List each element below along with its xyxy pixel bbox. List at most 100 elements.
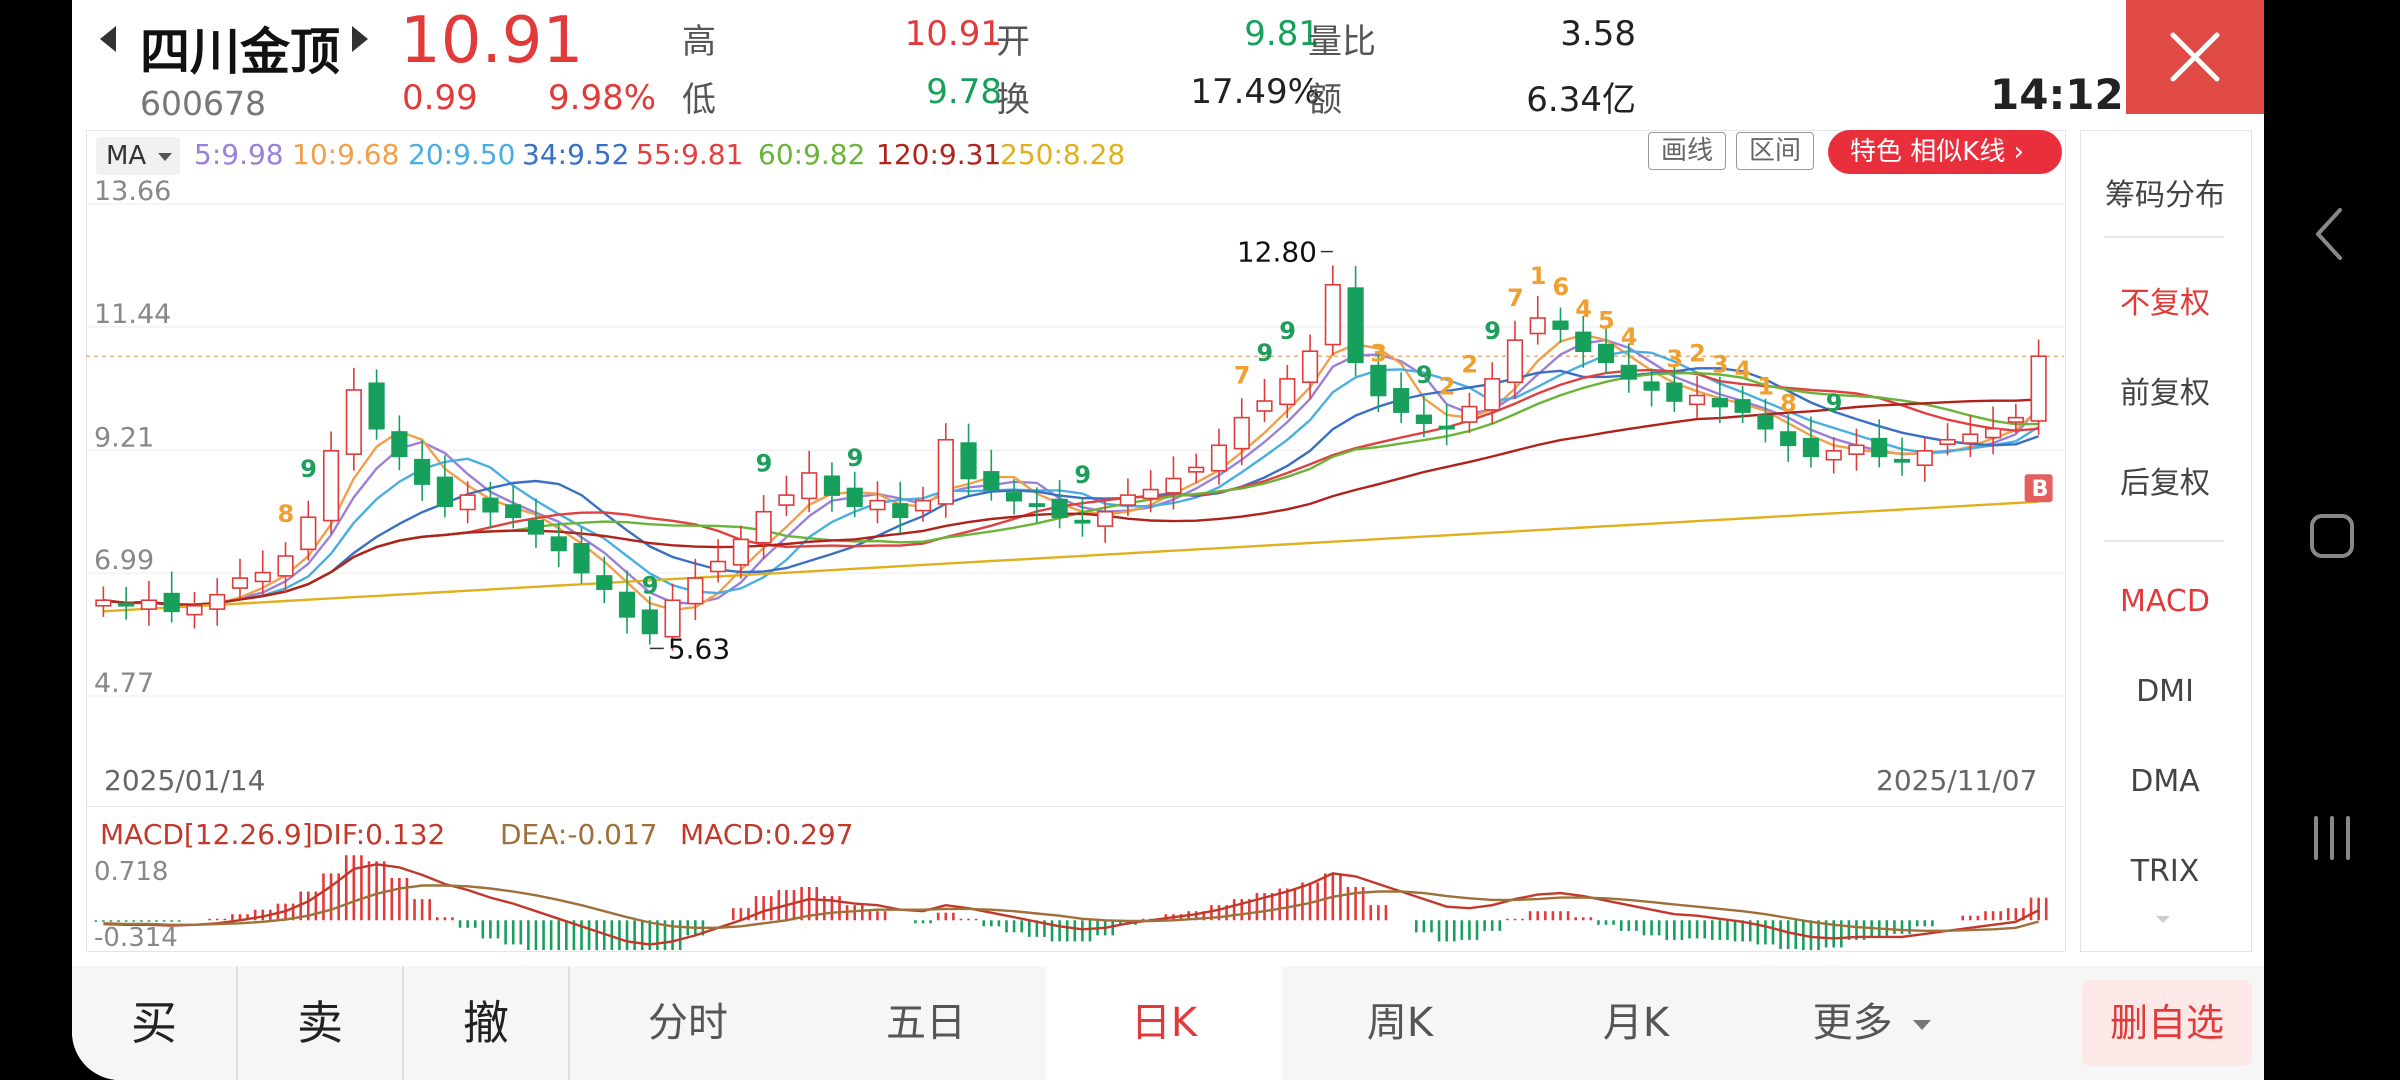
sequence-count-label: 4: [1735, 356, 1752, 384]
turnover-value: 17.49%: [1190, 72, 1320, 112]
cancel-order-button[interactable]: 撤: [463, 996, 509, 1050]
macd-divider: [86, 806, 2064, 807]
stock-chart-app: 四川金顶 600678 10.91 0.99 9.98% 高 10.91 低 9…: [72, 0, 2264, 1080]
sequence-count-label: 3: [1370, 339, 1387, 367]
y-tick-label: 13.66: [94, 176, 171, 207]
indicator-dma[interactable]: DMA: [2130, 764, 2200, 799]
x-label-start: 2025/01/14: [104, 764, 266, 797]
pre-adjust-option[interactable]: 前复权: [2120, 376, 2210, 411]
candle-body: [1165, 477, 1182, 494]
candle-body: [1666, 382, 1683, 402]
side-divider: [2104, 236, 2224, 238]
tab-intraday[interactable]: 分时: [648, 1000, 728, 1046]
candle-body: [1256, 400, 1273, 412]
macd-y-tick: 0.718: [94, 857, 168, 887]
post-adjust-option[interactable]: 后复权: [2120, 466, 2210, 501]
sequence-count-label: 8: [278, 500, 295, 528]
tab-separator: [236, 966, 238, 1080]
similar-kline-button[interactable]: 特色 相似K线 ›: [1828, 130, 2062, 174]
tab-more[interactable]: 更多: [1754, 966, 1990, 1080]
candle-body: [209, 593, 226, 610]
candle-body: [1324, 284, 1341, 346]
macd-y-tick: -0.314: [94, 923, 178, 950]
candle-body: [1279, 378, 1296, 406]
candle-body: [1028, 503, 1045, 507]
sequence-count-label: 2: [1439, 373, 1456, 401]
ma-line: [103, 500, 2039, 613]
close-button[interactable]: [2126, 0, 2264, 114]
sequence-count-label: 1: [1530, 262, 1547, 290]
tab-five-day[interactable]: 五日: [886, 1000, 966, 1046]
candle-body: [641, 609, 658, 635]
low-label: 低: [682, 80, 716, 120]
current-price: 10.91: [400, 4, 584, 78]
sequence-count-label: 9: [756, 450, 773, 478]
candle-body: [1529, 317, 1546, 335]
tab-daily-k[interactable]: 日K: [1046, 966, 1282, 1080]
range-button[interactable]: 区间: [1736, 132, 1814, 170]
candle-body: [1461, 405, 1478, 423]
candle-body: [1825, 450, 1842, 461]
indicator-dmi[interactable]: DMI: [2136, 674, 2194, 709]
system-nav-bar: [2264, 0, 2400, 1080]
candle-body: [1301, 350, 1319, 384]
candle-body: [1689, 394, 1706, 406]
y-tick-label: 11.44: [94, 299, 171, 330]
macd-title[interactable]: MACD[12.26.9]: [100, 818, 313, 851]
candle-body: [254, 571, 271, 583]
home-icon[interactable]: [2308, 512, 2356, 560]
candle-body: [140, 599, 158, 610]
tab-more-label: 更多: [1812, 1000, 1893, 1046]
candle-body: [755, 510, 772, 544]
candle-body: [1984, 427, 2002, 439]
sequence-count-label: 4: [1621, 323, 1638, 351]
candle-body: [1802, 437, 1820, 458]
candle-body: [1370, 364, 1387, 397]
prev-stock-arrow-icon[interactable]: [100, 26, 116, 52]
candle-body: [1119, 494, 1137, 506]
macd-chart[interactable]: 0.718 -0.314: [86, 852, 2064, 950]
candle-body: [1051, 498, 1068, 519]
sequence-count-label: 9: [1257, 339, 1274, 367]
candle-body: [1871, 437, 1888, 458]
remove-from-watchlist-button[interactable]: 删自选: [2082, 980, 2252, 1066]
no-adjust-option[interactable]: 不复权: [2120, 286, 2210, 321]
sequence-count-label: 9: [300, 455, 317, 483]
amount-value: 6.34亿: [1526, 80, 1636, 120]
candle-body: [1620, 364, 1637, 380]
sequence-count-label: 9: [1279, 317, 1296, 345]
volume-ratio-label: 量比: [1308, 22, 1376, 62]
sequence-count-label: 8: [1780, 389, 1797, 417]
chip-distribution-button[interactable]: 筹码分布: [2105, 178, 2225, 213]
ma-line: [103, 333, 2040, 612]
candle-body: [1188, 466, 1205, 473]
next-stock-arrow-icon[interactable]: [352, 26, 368, 52]
macd-dea: DEA:-0.017: [500, 818, 658, 851]
candle-body: [1438, 425, 1455, 430]
draw-line-button[interactable]: 画线: [1648, 132, 1726, 170]
sell-button[interactable]: 卖: [297, 996, 343, 1050]
buy-button[interactable]: 买: [131, 996, 177, 1050]
scroll-down-icon[interactable]: [2156, 916, 2170, 923]
ma-selector[interactable]: MA: [96, 137, 180, 175]
stock-code: 600678: [140, 84, 266, 123]
price-change-pct: 9.98%: [548, 78, 657, 118]
candle-body: [1097, 510, 1114, 527]
dropdown-icon: [1913, 1020, 1932, 1030]
chart-frame: [86, 130, 2066, 952]
sequence-count-label: 1: [1757, 373, 1774, 401]
recent-apps-icon[interactable]: [2308, 814, 2356, 862]
back-icon[interactable]: [2312, 206, 2346, 262]
tab-weekly-k[interactable]: 周K: [1366, 1000, 1434, 1046]
candle-body: [823, 475, 841, 496]
tab-monthly-k[interactable]: 月K: [1602, 1000, 1670, 1046]
indicator-macd[interactable]: MACD: [2120, 584, 2210, 619]
candle-body: [95, 599, 112, 607]
candle-body: [118, 602, 135, 607]
candle-body: [596, 575, 613, 590]
candle-body: [914, 499, 932, 512]
candle-body: [664, 599, 681, 638]
indicator-trix[interactable]: TRIX: [2130, 854, 2200, 889]
candle-body: [1347, 287, 1364, 364]
